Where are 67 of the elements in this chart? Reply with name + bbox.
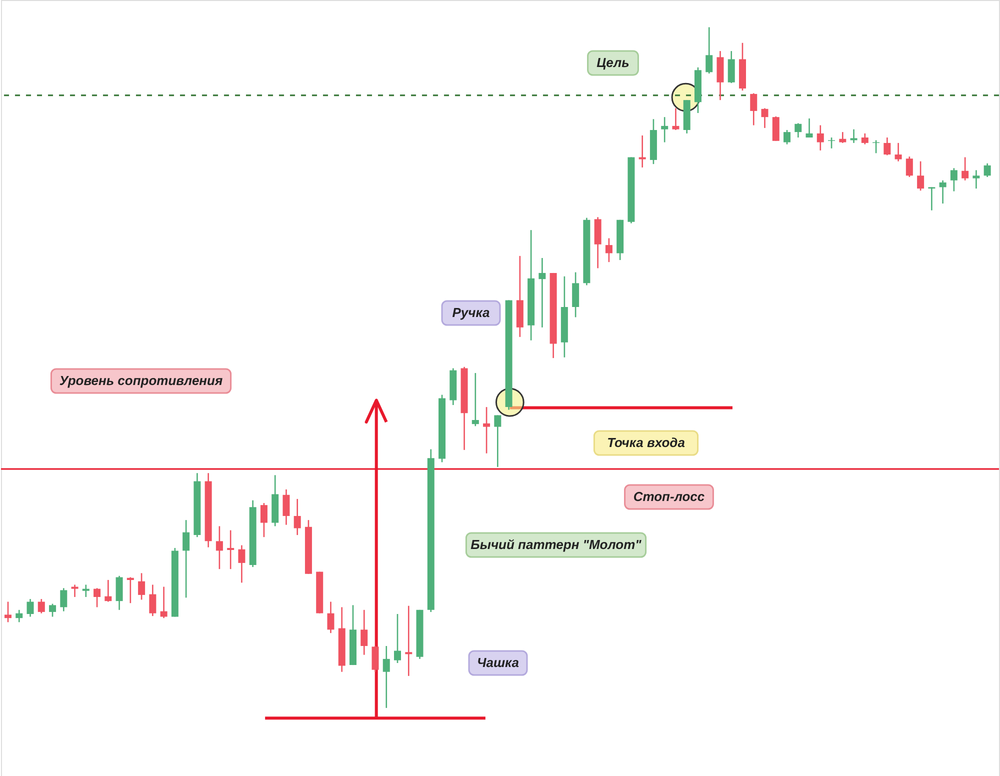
candlestick: [928, 186, 936, 211]
annotation: Ручка: [452, 305, 490, 320]
candlestick: [372, 645, 379, 673]
candlestick: [494, 414, 502, 468]
annotation: Чашка: [477, 655, 519, 670]
candlestick: [661, 116, 668, 143]
candlestick: [538, 257, 546, 328]
candlestick: [850, 128, 858, 144]
candlestick: [360, 609, 368, 656]
candlestick: [160, 586, 168, 619]
candlestick: [939, 180, 946, 204]
candlestick: [116, 575, 123, 611]
candlestick: [483, 406, 490, 454]
candlestick: [82, 584, 90, 598]
candlestick: [294, 498, 301, 536]
candlestick: [182, 519, 190, 598]
candlestick: [104, 579, 112, 602]
annotation: Точка входа: [607, 435, 685, 450]
candlestick: [816, 124, 824, 152]
annotation: Уровень сопротивления: [59, 373, 223, 388]
candlestick: [806, 118, 813, 138]
candlestick: [950, 167, 958, 192]
candlestick: [761, 108, 768, 129]
candlestick: [238, 544, 246, 584]
candlestick: [839, 131, 846, 144]
candlestick: [38, 598, 45, 614]
candlestick: [49, 603, 56, 618]
candlestick: [605, 238, 612, 263]
candlestick: [60, 587, 68, 612]
candlestick: [282, 488, 290, 526]
candlestick: [227, 530, 234, 570]
candlestick: [394, 613, 402, 664]
candlestick: [906, 156, 913, 178]
annotation: Стоп-лосс: [633, 489, 706, 504]
candlestick: [638, 134, 646, 168]
candlestick: [884, 136, 891, 156]
candlestick: [16, 609, 23, 623]
candlestick: [894, 142, 902, 162]
candlestick: [4, 601, 12, 623]
candlestick: [784, 129, 791, 145]
candlestick: [26, 598, 34, 618]
candlestick: [672, 108, 680, 131]
candlestick: [861, 132, 868, 145]
candlestick: [972, 170, 980, 190]
candlestick: [772, 116, 780, 142]
candlestick: [794, 122, 802, 138]
candlestick: [472, 372, 479, 427]
candlestick: [138, 572, 146, 600]
candlestick: [917, 160, 924, 192]
candlestick: [216, 526, 223, 570]
candlestick: [728, 50, 735, 84]
candlestick: [572, 272, 580, 318]
candlestick: [382, 645, 390, 709]
candlestick: [327, 601, 334, 634]
candlestick: [405, 605, 412, 677]
candlestick: [706, 26, 713, 74]
candlestick: [828, 136, 836, 150]
candlestick: [260, 502, 268, 538]
candlestick: [126, 576, 134, 604]
candlestick: [962, 156, 969, 182]
candlestick: [71, 584, 78, 598]
candlestick: [750, 92, 758, 126]
annotation: Цель: [596, 55, 630, 70]
annotation: Бычий паттерн "Молот": [470, 537, 642, 552]
candlestick: [94, 587, 101, 608]
candlestick: [149, 584, 156, 617]
candlestick: [984, 162, 991, 178]
